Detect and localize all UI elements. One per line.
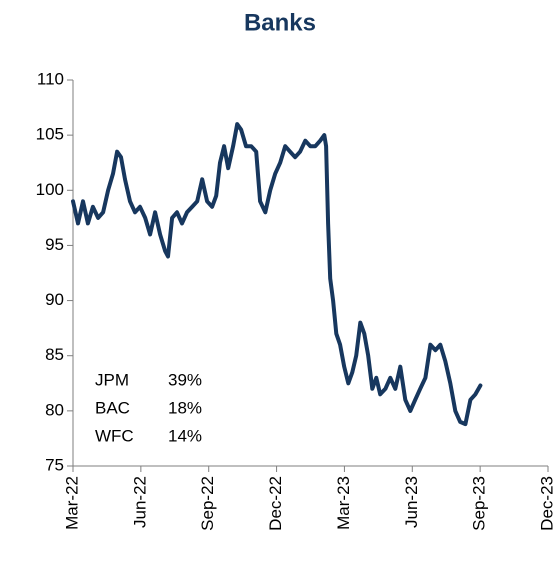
y-tick-label: 105	[36, 125, 64, 144]
annotation-name: JPM	[95, 370, 129, 389]
x-tick-label: Jun-23	[402, 476, 421, 528]
annotation-name: BAC	[95, 398, 130, 417]
chart-title: Banks	[244, 9, 316, 36]
annotation-value: 39%	[168, 370, 202, 389]
x-tick-label: Dec-22	[266, 476, 285, 531]
line	[71, 122, 483, 427]
x-tick-label: Sep-23	[470, 476, 489, 531]
annotation-name: WFC	[95, 426, 134, 445]
x-tick-label: Mar-22	[62, 476, 81, 530]
y-tick-label: 80	[45, 400, 64, 419]
y-tick-label: 110	[37, 69, 64, 88]
x-tick-label: Dec-23	[537, 476, 556, 531]
y-tick-label: 95	[45, 235, 64, 254]
x-tick-label: Mar-23	[334, 476, 353, 530]
y-tick-label: 75	[45, 455, 64, 474]
y-tick-label: 90	[45, 290, 64, 309]
annotation-value: 14%	[168, 426, 202, 445]
annotation-value: 18%	[168, 398, 202, 417]
x-tick-label: Sep-22	[198, 476, 217, 531]
y-tick-label: 85	[45, 345, 64, 364]
x-tick-label: Jun-22	[130, 476, 149, 528]
y-tick-label: 100	[36, 180, 64, 199]
